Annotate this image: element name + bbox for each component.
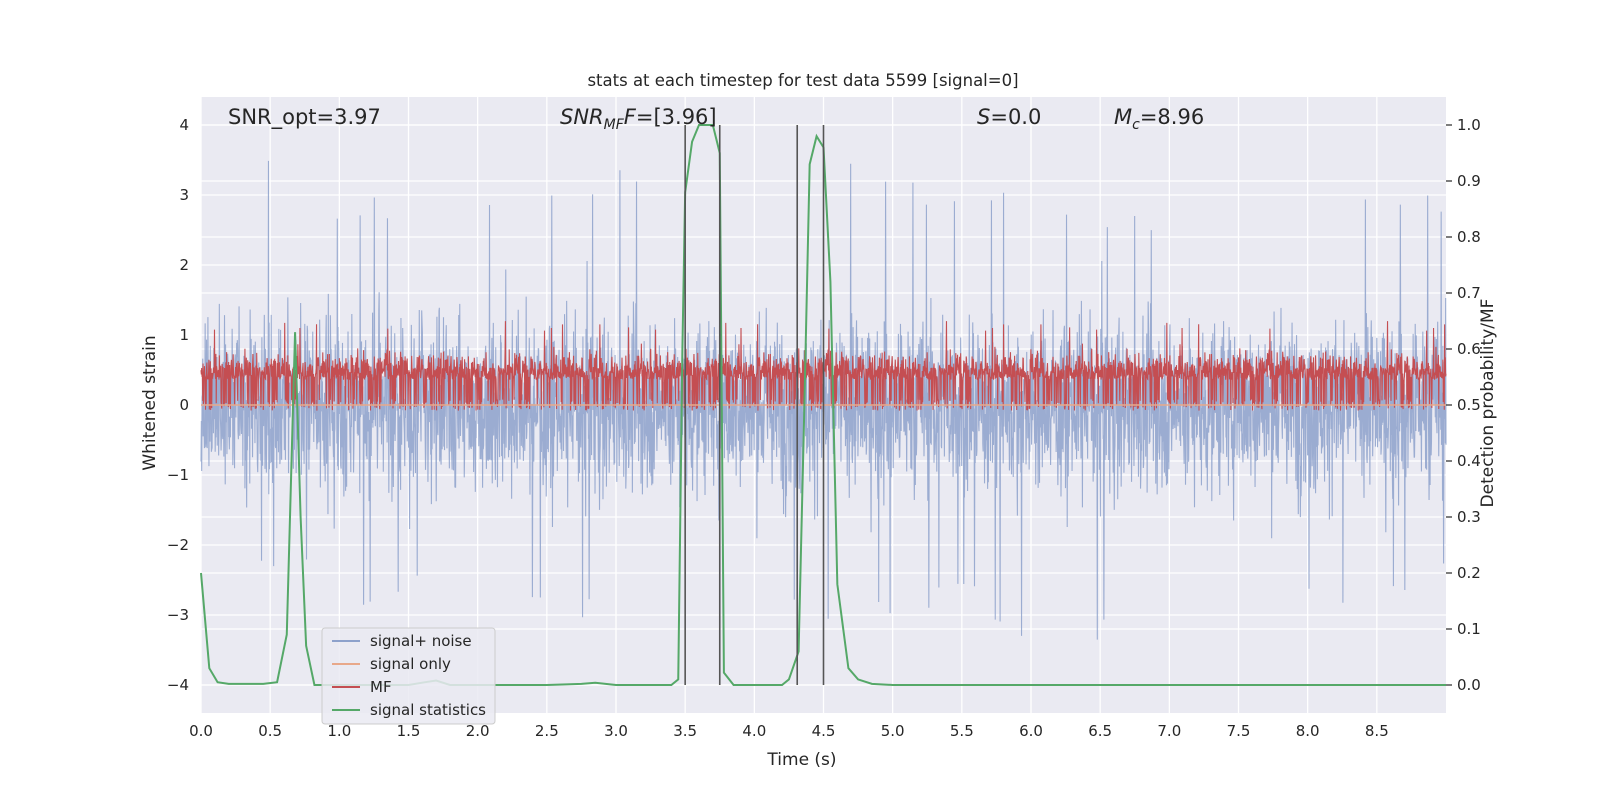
legend-box — [321, 627, 496, 725]
x-tick-label: 6.0 — [1019, 722, 1043, 740]
x-tick-label: 5.5 — [950, 722, 974, 740]
annotation-mc: Mc=8.96 — [1114, 105, 1204, 133]
y-right-tick-label: 0.6 — [1457, 340, 1481, 358]
y-right-tick-label: 0.7 — [1457, 284, 1481, 302]
y-tick-label: 1 — [179, 326, 189, 344]
x-tick-label: 3.5 — [673, 722, 697, 740]
legend-label: signal+ noise — [370, 632, 472, 650]
x-tick-label: 0.0 — [189, 722, 213, 740]
y-right-tick-label: 0.3 — [1457, 508, 1481, 526]
annotation-s: S=0.0 — [977, 105, 1041, 129]
x-tick-label: 8.5 — [1365, 722, 1389, 740]
x-tick-label: 5.0 — [881, 722, 905, 740]
y-tick-label: −3 — [167, 606, 189, 624]
x-tick-label: 4.0 — [742, 722, 766, 740]
x-tick-label: 1.0 — [327, 722, 351, 740]
y-right-tick-label: 0.0 — [1457, 676, 1481, 694]
x-tick-label: 6.5 — [1088, 722, 1112, 740]
y-tick-label: −1 — [167, 466, 189, 484]
chart-title: stats at each timestep for test data 559… — [587, 71, 1018, 90]
x-tick-label: 2.5 — [535, 722, 559, 740]
y-tick-label: 0 — [179, 396, 189, 414]
legend-label: MF — [370, 678, 392, 696]
x-tick-label: 1.5 — [397, 722, 421, 740]
y-right-tick-label: 0.5 — [1457, 396, 1481, 414]
y-right-tick-label: 0.9 — [1457, 172, 1481, 190]
y-tick-label: −4 — [167, 676, 189, 694]
legend: signal+ noise signal only MF signal statist… — [321, 627, 496, 725]
x-tick-label: 8.0 — [1296, 722, 1320, 740]
y-tick-label: −2 — [167, 536, 189, 554]
x-tick-label: 7.5 — [1227, 722, 1251, 740]
x-axis-label: Time (s) — [766, 750, 836, 770]
y-axis-right-label: Detection probability/MF — [1478, 299, 1498, 508]
x-tick-label: 4.5 — [812, 722, 836, 740]
y-right-tick-label: 0.1 — [1457, 620, 1481, 638]
y-tick-label: 4 — [179, 116, 189, 134]
annotation-snr-mf: SNRMFF=[3.96] — [560, 105, 717, 133]
x-tick-label: 0.5 — [258, 722, 282, 740]
y-tick-label: 2 — [179, 256, 189, 274]
annotation-snr-opt: SNR_opt=3.97 — [228, 105, 381, 130]
legend-label: signal statistics — [370, 701, 486, 719]
y-right-tick-label: 0.4 — [1457, 452, 1481, 470]
x-tick-label: 7.0 — [1157, 722, 1181, 740]
y-right-tick-label: 1.0 — [1457, 116, 1481, 134]
y-right-tick-label: 0.2 — [1457, 564, 1481, 582]
y-axis-label: Whitened strain — [140, 335, 160, 470]
y-tick-label: 3 — [179, 186, 189, 204]
y-right-tick-label: 0.8 — [1457, 228, 1481, 246]
x-tick-label: 3.0 — [604, 722, 628, 740]
legend-label: signal only — [370, 655, 451, 673]
x-tick-label: 2.0 — [466, 722, 490, 740]
